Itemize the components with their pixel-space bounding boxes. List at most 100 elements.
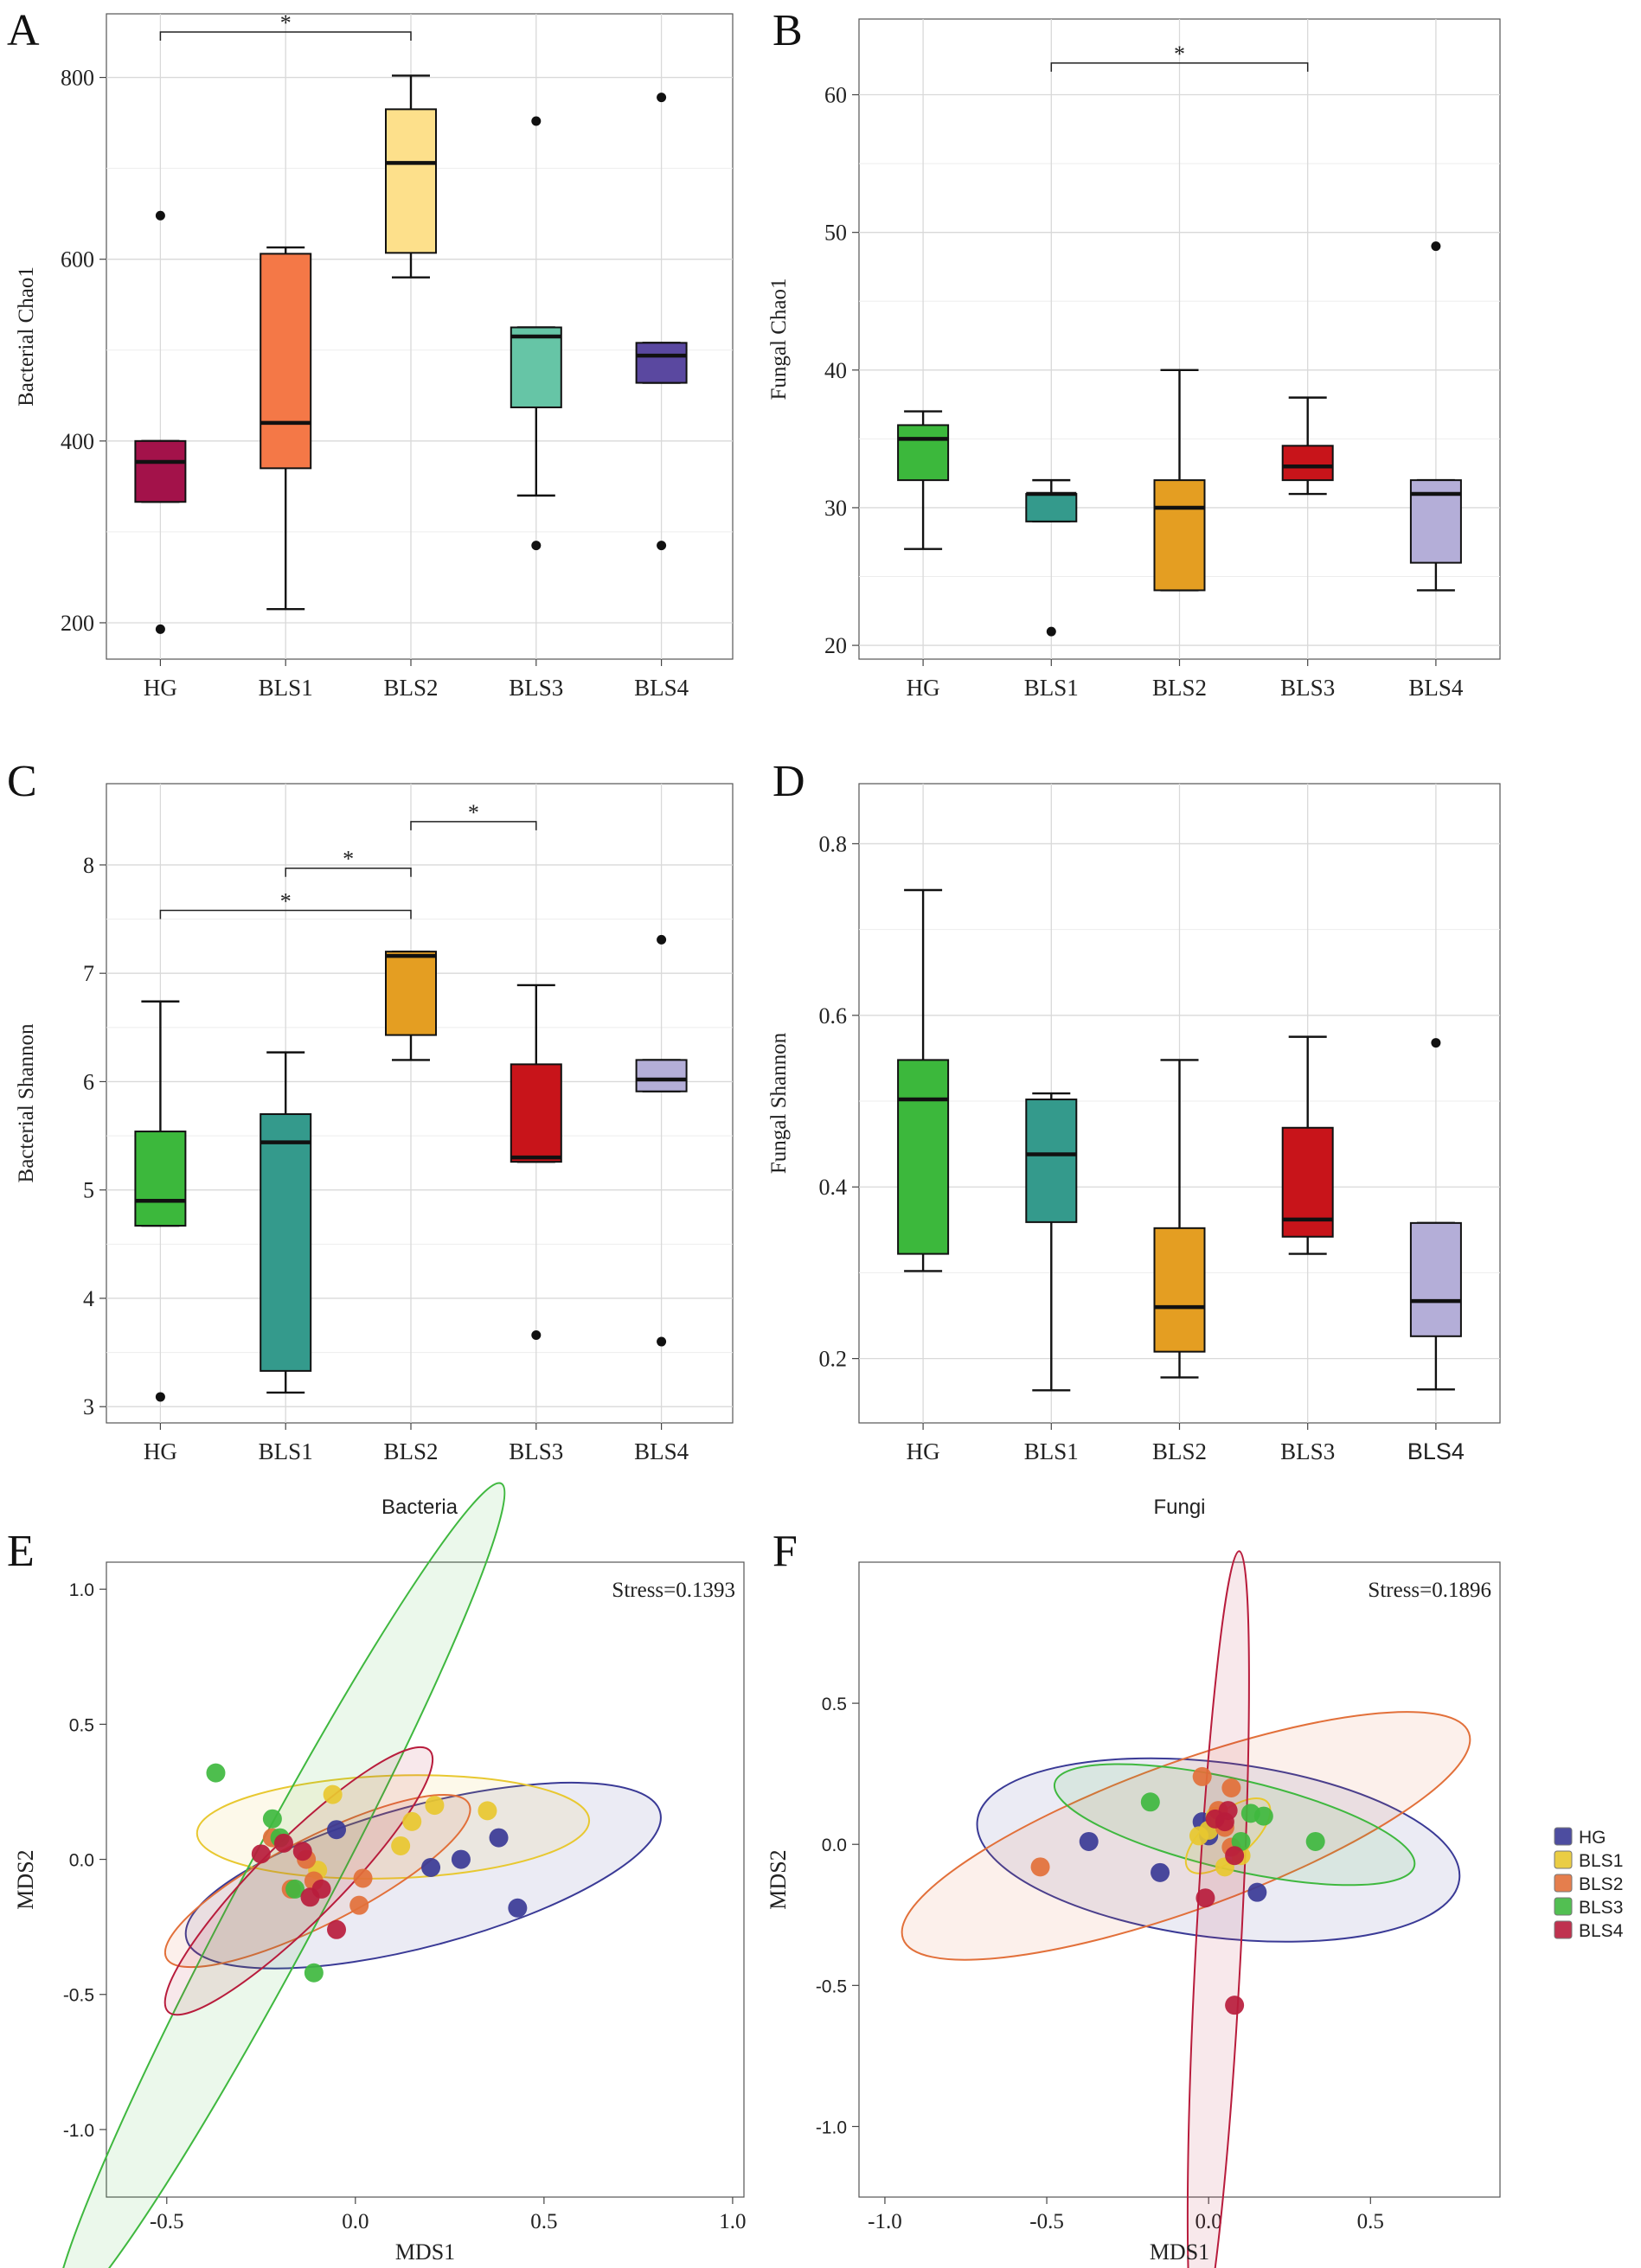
point-bls4: [292, 1842, 312, 1861]
x-tick-label: BLS3: [509, 1438, 563, 1464]
box-bls3-outlier: [531, 116, 542, 126]
x-axis-label: MDS1: [395, 2239, 455, 2265]
x-tick-label: -0.5: [150, 2210, 184, 2233]
y-tick-label: 0.0: [822, 1836, 847, 1855]
y-tick-label: 50: [824, 221, 847, 246]
significance-marker: *: [468, 800, 479, 825]
box-hg-iqr: [897, 424, 950, 482]
box-hg-outlier: [155, 1392, 165, 1402]
ellipse-bls4: [1186, 1550, 1250, 2268]
x-tick-label: 0.5: [1357, 2210, 1384, 2233]
box-bls3-outlier: [531, 1330, 542, 1341]
box-bls3-iqr: [1281, 445, 1334, 482]
point-bls1: [478, 1801, 497, 1821]
significance-marker: *: [343, 847, 354, 872]
point-bls1: [391, 1836, 411, 1855]
box-bls4-outlier: [1431, 241, 1441, 252]
y-tick-label: 400: [61, 429, 94, 454]
point-hg: [489, 1828, 509, 1848]
box-bls2-iqr: [1153, 1227, 1206, 1353]
y-axis-label: Fungal Chao1: [767, 279, 791, 400]
point-bls4: [273, 1833, 293, 1853]
point-bls3: [1253, 1806, 1273, 1826]
box-bls4-iqr: [1409, 1221, 1462, 1337]
box-bls2-iqr: [1153, 479, 1206, 592]
x-tick-label: HG: [907, 675, 940, 701]
ellipse-hg: [976, 1757, 1461, 1943]
point-bls3: [262, 1809, 282, 1829]
x-tick-label: BLS2: [1152, 1438, 1207, 1464]
legend-label-bls2: BLS2: [1579, 1874, 1623, 1894]
x-tick-label: 0.0: [1195, 2210, 1222, 2233]
y-tick-label: 600: [61, 247, 94, 272]
x-axis-caption: Bacteria: [381, 1496, 458, 1519]
box-bls1-iqr: [260, 253, 312, 470]
y-tick-label: 0.4: [819, 1175, 848, 1200]
box-hg-outlier: [155, 624, 165, 634]
y-tick-label: 0.2: [819, 1347, 848, 1372]
x-tick-label: BLS1: [259, 1438, 313, 1464]
y-tick-label: 6: [83, 1069, 94, 1094]
box-bls3-iqr: [510, 1063, 562, 1163]
y-axis-label: Bacterial Shannon: [15, 1023, 38, 1182]
box-bls4-iqr: [635, 1059, 688, 1092]
box-hg-iqr: [134, 1131, 187, 1227]
y-tick-label: 0.5: [69, 1715, 94, 1735]
plot-frame-f: [858, 1561, 1501, 2198]
x-tick-label: -1.0: [868, 2210, 902, 2233]
significance-marker: *: [280, 889, 292, 914]
y-tick-label: -1.0: [816, 2117, 847, 2137]
x-tick-label: BLS1: [259, 675, 313, 701]
plot-frame-e: [106, 1561, 745, 2198]
panel-letter-d: D: [772, 757, 805, 806]
x-axis-caption: Fungi: [1153, 1496, 1205, 1519]
box-bls2-iqr: [385, 951, 437, 1036]
box-bls4-iqr: [635, 342, 688, 384]
stress-annotation: Stress=0.1393: [612, 1579, 735, 1602]
legend-swatch-bls1: [1554, 1850, 1573, 1869]
panel-letter-c: C: [7, 757, 37, 806]
point-bls2: [1030, 1857, 1050, 1877]
y-tick-label: 0.8: [819, 831, 848, 856]
x-tick-label: BLS4: [1407, 1438, 1465, 1464]
y-tick-label: 20: [824, 633, 847, 658]
y-tick-label: 3: [83, 1394, 94, 1419]
x-tick-label: BLS2: [1152, 675, 1207, 701]
panel-letter-b: B: [772, 6, 803, 55]
y-axis-label: MDS2: [13, 1849, 38, 1909]
x-tick-label: BLS4: [634, 1438, 689, 1464]
x-tick-label: BLS4: [634, 675, 689, 701]
plot-frame-c: [106, 783, 734, 1424]
point-bls1: [323, 1784, 343, 1804]
y-tick-label: 7: [83, 961, 94, 986]
panel-letter-e: E: [7, 1527, 35, 1576]
box-bls1-iqr: [1025, 493, 1078, 522]
point-bls4: [327, 1919, 347, 1939]
point-bls4: [1225, 1846, 1245, 1866]
x-tick-label: BLS3: [1280, 1438, 1335, 1464]
ellipse-hg: [184, 1781, 662, 1970]
y-tick-label: 1.0: [69, 1580, 94, 1600]
point-hg: [1151, 1862, 1170, 1882]
x-tick-label: HG: [144, 1438, 177, 1464]
significance-marker: *: [1174, 42, 1185, 67]
box-hg-iqr: [134, 439, 187, 503]
y-axis-label: MDS2: [766, 1849, 791, 1909]
box-bls4-outlier: [657, 934, 667, 945]
x-tick-label: BLS1: [1024, 675, 1079, 701]
point-bls2: [1192, 1766, 1212, 1786]
x-tick-label: BLS2: [383, 1438, 438, 1464]
box-bls3-iqr: [510, 326, 562, 408]
x-tick-label: BLS1: [1024, 1438, 1079, 1464]
point-bls2: [1221, 1778, 1241, 1797]
y-tick-label: 5: [83, 1178, 94, 1203]
x-tick-label: HG: [907, 1438, 940, 1464]
y-tick-label: 0.0: [69, 1851, 94, 1871]
box-bls4-outlier: [657, 1336, 667, 1347]
y-tick-label: 40: [824, 358, 847, 383]
x-axis-label: MDS1: [1150, 2239, 1209, 2265]
y-tick-label: 200: [61, 611, 94, 636]
point-bls3: [304, 1963, 324, 1983]
y-tick-label: 0.6: [819, 1003, 848, 1028]
